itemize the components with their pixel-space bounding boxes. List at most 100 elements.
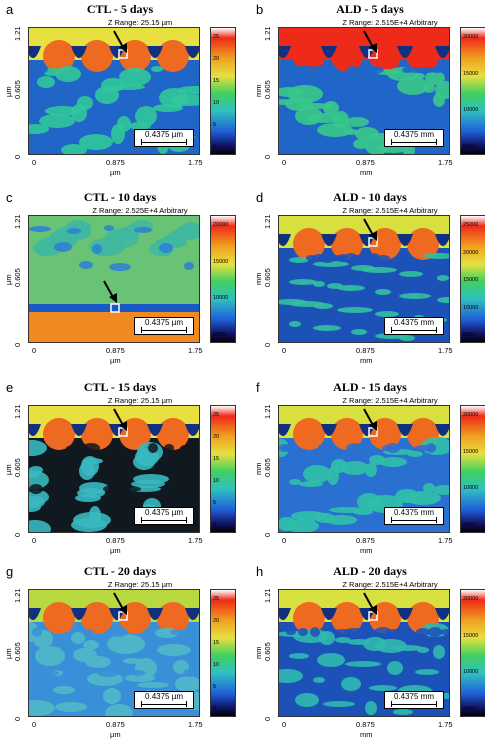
x-tick-label: 1.75 — [188, 346, 203, 355]
y-axis-label: µm — [4, 648, 13, 659]
panel-f: f ALD - 15 days Z Range: 2.515E+4 Arbitrar… — [250, 378, 485, 560]
color-scale-tick: 20000 — [463, 34, 479, 40]
scale-bar-label: 0.4375 µm — [145, 130, 183, 139]
y-tick-label: 0 — [263, 532, 272, 537]
y-tick-label: 1.21 — [263, 404, 272, 419]
micrograph-map — [28, 589, 200, 717]
color-scale-tick: 25000 — [463, 222, 479, 228]
y-tick-label: 0 — [13, 154, 22, 159]
color-scale-tick: 15000 — [213, 258, 229, 265]
selection-box — [110, 303, 120, 313]
panel-title: ALD - 5 days — [336, 2, 404, 16]
y-tick-label: 0.605 — [263, 458, 272, 477]
y-axis-label: mm — [254, 272, 263, 286]
y-tick-label: 1.21 — [13, 214, 22, 229]
y-tick-label: 0.605 — [13, 458, 22, 477]
scale-bar-label: 0.4375 mm — [393, 508, 435, 517]
x-axis-label: mm — [360, 546, 373, 555]
x-tick-label: 1.75 — [438, 720, 453, 729]
x-axis-label: µm — [110, 730, 121, 739]
color-scale-tick: 5000 — [463, 522, 476, 528]
y-tick-label: 1.21 — [13, 26, 22, 41]
z-range-label: Z Range: 2.515E+4 Arbitrary — [342, 396, 438, 405]
x-tick-label: 0.875 — [356, 720, 375, 729]
panel-letter: f — [256, 380, 260, 395]
z-range-label: Z Range: 2.515E+4 Arbitrary — [342, 580, 438, 589]
y-tick-label: 0.605 — [13, 268, 22, 287]
map-image — [29, 406, 199, 532]
y-tick-label: 0 — [263, 716, 272, 721]
x-axis-label: mm — [360, 168, 373, 177]
panel-title: CTL - 20 days — [83, 564, 157, 578]
scale-bar-line — [391, 327, 437, 333]
panel-h: h ALD - 20 days Z Range: 2.515E+4 Arbitrar… — [250, 562, 485, 744]
color-scale-tick: 25 — [213, 34, 220, 40]
x-tick-label: 0 — [32, 158, 37, 167]
color-scale-tick: 20 — [213, 434, 220, 440]
scale-bar: 0.4375 mm — [384, 129, 444, 147]
color-scale-tick: 5000 — [213, 332, 226, 338]
color-scale-bar: 25000 20000 15000 10000 5000 — [460, 215, 485, 343]
color-scale-tick: 15 — [213, 456, 220, 462]
x-axis-label: µm — [110, 168, 121, 177]
panel-d: d ALD - 10 days Z Range: 2.515E+4 Arbitrar… — [250, 188, 485, 370]
x-tick-label: 0 — [32, 346, 37, 355]
color-scale-bar: 25 20 15 10 5 0 — [210, 589, 236, 717]
scale-bar: 0.4375 µm — [134, 317, 194, 335]
y-tick-label: 1.21 — [263, 588, 272, 603]
color-scale-tick: 0 — [213, 522, 217, 528]
y-tick-label: 0 — [13, 716, 22, 721]
scale-bar-label: 0.4375 µm — [145, 508, 183, 517]
color-scale-tick: 20000 — [213, 222, 229, 228]
color-scale-tick: 10000 — [463, 107, 479, 114]
panel-title: ALD - 15 days — [333, 380, 407, 394]
y-axis-label: µm — [4, 86, 13, 97]
color-scale-tick: 10000 — [463, 485, 479, 492]
x-tick-label: 0.875 — [356, 346, 375, 355]
y-tick-label: 0 — [263, 154, 272, 159]
y-tick-label: 0 — [13, 532, 22, 537]
color-scale-bar: 20000 15000 10000 5000 — [460, 589, 485, 717]
y-tick-label: 0.605 — [13, 642, 22, 661]
color-scale-tick: 5 — [213, 684, 217, 690]
y-tick-label: 1.21 — [13, 588, 22, 603]
panel-letter: c — [6, 190, 13, 205]
panel-letter: b — [256, 2, 264, 17]
panel-title: ALD - 10 days — [333, 190, 407, 204]
color-scale-tick: 15000 — [463, 277, 479, 283]
x-tick-label: 0 — [282, 346, 287, 355]
panel-letter: g — [6, 564, 14, 579]
x-tick-label: 0 — [282, 720, 287, 729]
arrow-icon — [100, 279, 122, 310]
y-axis-label: mm — [254, 84, 263, 98]
color-scale-tick: 15000 — [463, 448, 479, 455]
z-range-label: Z Range: 2.515E+4 Arbitrary — [342, 18, 438, 27]
panel-letter: d — [256, 190, 264, 205]
color-scale-tick: 20 — [213, 618, 220, 624]
panel-letter: h — [256, 564, 264, 579]
x-tick-label: 0.875 — [356, 158, 375, 167]
x-tick-label: 0 — [282, 536, 287, 545]
scale-bar-line — [391, 517, 437, 523]
x-tick-label: 0.875 — [356, 536, 375, 545]
panel-g: g CTL - 20 days Z Range: 25.15 µm 0.4375 µm… — [0, 562, 240, 744]
scale-bar: 0.4375 µm — [134, 691, 194, 709]
z-range-label: Z Range: 2.515E+4 Arbitrary — [342, 206, 438, 215]
x-tick-label: 0 — [282, 158, 287, 167]
arrow-icon — [360, 407, 382, 438]
y-tick-label: 1.21 — [263, 214, 272, 229]
panel-letter: e — [6, 380, 14, 395]
x-axis-label: µm — [110, 546, 121, 555]
scale-bar-line — [391, 701, 437, 707]
color-scale-tick: 20000 — [463, 249, 479, 256]
x-axis-label: µm — [110, 356, 121, 365]
color-scale-tick: 5000 — [463, 144, 476, 150]
panel-a: a CTL - 5 days Z Range: 25.15 µm 0.4375 µm 2… — [0, 0, 240, 182]
color-scale-tick: 0 — [213, 144, 217, 150]
y-tick-label: 0.605 — [263, 80, 272, 99]
arrow-icon — [360, 29, 382, 60]
color-scale-tick: 25 — [213, 596, 220, 602]
color-scale-tick: 10 — [213, 100, 220, 106]
scale-bar-label: 0.4375 mm — [393, 692, 435, 701]
color-scale-bar: 20000 15000 10000 5000 — [460, 405, 485, 533]
